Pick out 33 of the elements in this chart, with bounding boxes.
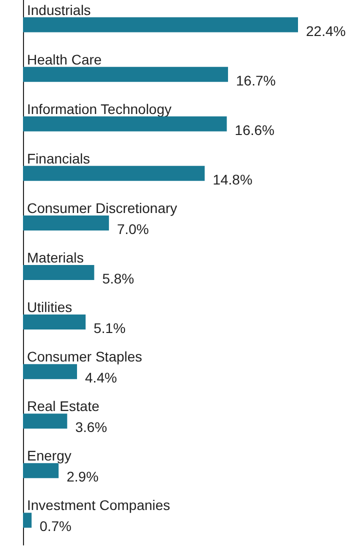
- bar: [23, 414, 68, 429]
- bar: [23, 463, 59, 478]
- data-label: 2.9%: [66, 468, 99, 485]
- y-tick-label: Financials: [27, 150, 90, 166]
- y-tick-label: Information Technology: [27, 100, 172, 117]
- y-tick-label: Industrials: [27, 2, 91, 18]
- bar: [23, 314, 86, 330]
- data-label: 16.7%: [236, 72, 276, 88]
- y-tick-label: Consumer Discretionary: [27, 200, 178, 216]
- y-tick-label: Investment Companies: [27, 497, 170, 514]
- data-label: 3.6%: [75, 419, 108, 436]
- data-label: 7.0%: [116, 220, 149, 237]
- bar: [23, 364, 78, 380]
- y-tick-label: Energy: [27, 448, 72, 464]
- data-label: 16.6%: [234, 122, 274, 138]
- bar: [23, 215, 109, 230]
- bar: [23, 166, 205, 181]
- data-label: 5.8%: [102, 270, 134, 286]
- bar: [23, 17, 298, 32]
- bar: [23, 116, 227, 132]
- y-tick-label: Real Estate: [27, 398, 100, 414]
- bar: [23, 512, 32, 528]
- data-label: 22.4%: [306, 22, 346, 39]
- bar: [23, 265, 94, 280]
- data-label: 4.4%: [85, 370, 117, 386]
- bar: [23, 66, 228, 82]
- y-tick-label: Health Care: [27, 51, 102, 68]
- y-tick-label: Materials: [27, 250, 84, 266]
- data-label: 14.8%: [212, 171, 252, 188]
- y-tick-label: Consumer Staples: [27, 348, 142, 365]
- y-tick-label: Utilities: [27, 299, 72, 316]
- data-label: 5.1%: [94, 320, 126, 336]
- data-label: 0.7%: [40, 518, 72, 534]
